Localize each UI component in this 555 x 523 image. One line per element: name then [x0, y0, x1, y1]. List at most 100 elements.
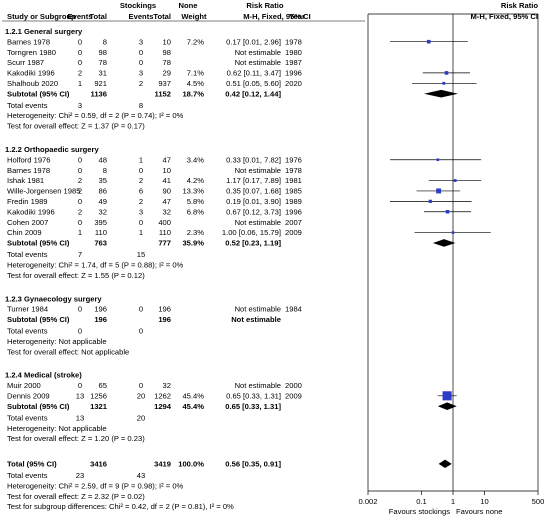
favours-right-label: Favours none: [456, 507, 502, 516]
rr-header: Risk Ratio: [246, 1, 283, 10]
total-diamond: [438, 459, 452, 469]
subtotal-total-none: 196: [158, 315, 171, 324]
heterogeneity-text: Heterogeneity: Chi² = 0.59, df = 2 (P = …: [7, 111, 184, 120]
subgroup-title: 1.2.1 General surgery: [5, 27, 83, 36]
study-total-none: 10: [163, 166, 171, 175]
study-events-none: 2: [139, 197, 143, 206]
study-total-stockings: 8: [103, 166, 107, 175]
study-label: Shalhoub 2020: [7, 79, 58, 88]
col-total1-header: Total: [89, 12, 107, 21]
study-total-none: 196: [158, 305, 171, 314]
favours-left-label: Favours stockings: [389, 507, 450, 516]
col-mh-header: M-H, Fixed, 95% CI: [243, 12, 311, 21]
study-ci: 1.00 [0.06, 15.79]: [222, 228, 281, 237]
study-marker: [453, 179, 457, 182]
x-tick-label: 0.002: [358, 497, 377, 506]
study-weight: 2.3%: [187, 228, 205, 237]
study-total-stockings: 196: [94, 305, 107, 314]
study-label: Muir 2000: [7, 381, 41, 390]
subtotal-total-none: 1294: [154, 402, 172, 411]
x-tick-label: 1: [451, 497, 455, 506]
study-weight: 7.2%: [187, 37, 205, 46]
study-ci: Not estimable: [235, 218, 281, 227]
heterogeneity-text: Heterogeneity: Chi² = 1.74, df = 5 (P = …: [7, 260, 184, 269]
subtotal-weight: 45.4%: [182, 402, 204, 411]
study-weight: 45.4%: [182, 392, 204, 401]
total-events-events-stockings: 13: [76, 413, 84, 422]
study-marker: [451, 231, 455, 234]
study-weight: 4.2%: [187, 176, 205, 185]
subtotal-label: Subtotal (95% CI): [7, 239, 70, 248]
total-total-stockings: 3416: [90, 460, 107, 469]
study-total-none: 41: [163, 176, 171, 185]
col-weight-header: Weight: [181, 12, 207, 21]
study-label: Barnes 1978: [7, 37, 50, 46]
study-total-stockings: 48: [99, 155, 107, 164]
study-total-none: 110: [159, 228, 171, 237]
overall-effect-text: Test for overall effect: Z = 1.20 (P = 0…: [7, 434, 145, 443]
study-weight: 6.8%: [187, 207, 205, 216]
total-events-events-none: 15: [137, 250, 145, 259]
grand-total-events-events-none: 43: [137, 471, 145, 480]
subtotal-label: Subtotal (95% CI): [7, 402, 70, 411]
study-year: 1996: [285, 69, 302, 78]
total-events-events-none: 20: [137, 413, 145, 422]
subgroup-title: 1.2.3 Gynaecology surgery: [5, 294, 102, 303]
subgroup-title: 1.2.4 Medical (stroke): [5, 371, 82, 380]
study-year: 1989: [285, 197, 302, 206]
study-events-none: 0: [139, 381, 143, 390]
study-events-none: 2: [139, 79, 143, 88]
study-total-stockings: 110: [95, 228, 107, 237]
subtotal-weight: 35.9%: [182, 239, 204, 248]
study-weight: 5.8%: [187, 197, 205, 206]
study-total-none: 47: [163, 197, 171, 206]
study-total-none: 32: [163, 381, 171, 390]
study-events-none: 0: [139, 305, 143, 314]
study-ci: Not estimable: [235, 381, 281, 390]
overall-effect-text: Test for overall effect: Not applicable: [7, 347, 129, 356]
study-label: Barnes 1978: [7, 166, 50, 175]
study-label: Fredin 1989: [7, 197, 48, 206]
study-label: Ishak 1981: [7, 176, 44, 185]
study-total-stockings: 1256: [90, 392, 107, 401]
col-total2-header: Total: [153, 12, 171, 21]
study-events-none: 3: [139, 69, 143, 78]
study-label: Wille-Jorgensen 1985: [7, 187, 80, 196]
total-events-events-stockings: 3: [78, 101, 82, 110]
study-events-none: 20: [137, 392, 145, 401]
subtotal-label: Subtotal (95% CI): [7, 89, 70, 98]
study-year: 1976: [285, 155, 302, 164]
study-ci: 1.17 [0.17, 7.89]: [226, 176, 281, 185]
total-events-label: Total events: [7, 413, 48, 422]
study-events-stockings: 0: [78, 37, 82, 46]
study-total-stockings: 86: [99, 187, 107, 196]
study-events-stockings: 1: [78, 228, 82, 237]
study-events-none: 0: [139, 166, 143, 175]
col-events2-header: Events: [129, 12, 154, 21]
study-year: 1978: [285, 37, 302, 46]
study-year: 2007: [285, 218, 302, 227]
study-total-none: 29: [163, 69, 171, 78]
subtotal-total-stockings: 196: [94, 315, 107, 324]
study-events-none: 1: [139, 155, 143, 164]
study-events-stockings: 0: [78, 197, 82, 206]
study-events-none: 0: [139, 58, 143, 67]
total-events-events-none: 8: [139, 101, 143, 110]
study-total-none: 78: [163, 58, 171, 67]
x-tick-label: 500: [532, 497, 545, 506]
grand-total-events-events-stockings: 23: [76, 471, 84, 480]
study-label: Chin 2009: [7, 228, 42, 237]
study-ci: 0.19 [0.01, 3.90]: [226, 197, 281, 206]
subtotal-weight: 18.7%: [182, 89, 204, 98]
subtotal-ci: 0.42 [0.12, 1.44]: [225, 89, 281, 98]
study-label: Torngren 1980: [7, 48, 56, 57]
subtotal-total-none: 777: [158, 239, 171, 248]
total-events-label: Total events: [7, 327, 48, 336]
study-events-stockings: 0: [78, 218, 82, 227]
study-weight: 3.4%: [187, 155, 205, 164]
total-total-none: 3419: [154, 460, 171, 469]
study-events-stockings: 0: [78, 48, 82, 57]
subtotal-ci: 0.52 [0.23, 1.19]: [225, 239, 281, 248]
total-events-label: Total events: [7, 250, 48, 259]
study-label: Holford 1976: [7, 155, 50, 164]
